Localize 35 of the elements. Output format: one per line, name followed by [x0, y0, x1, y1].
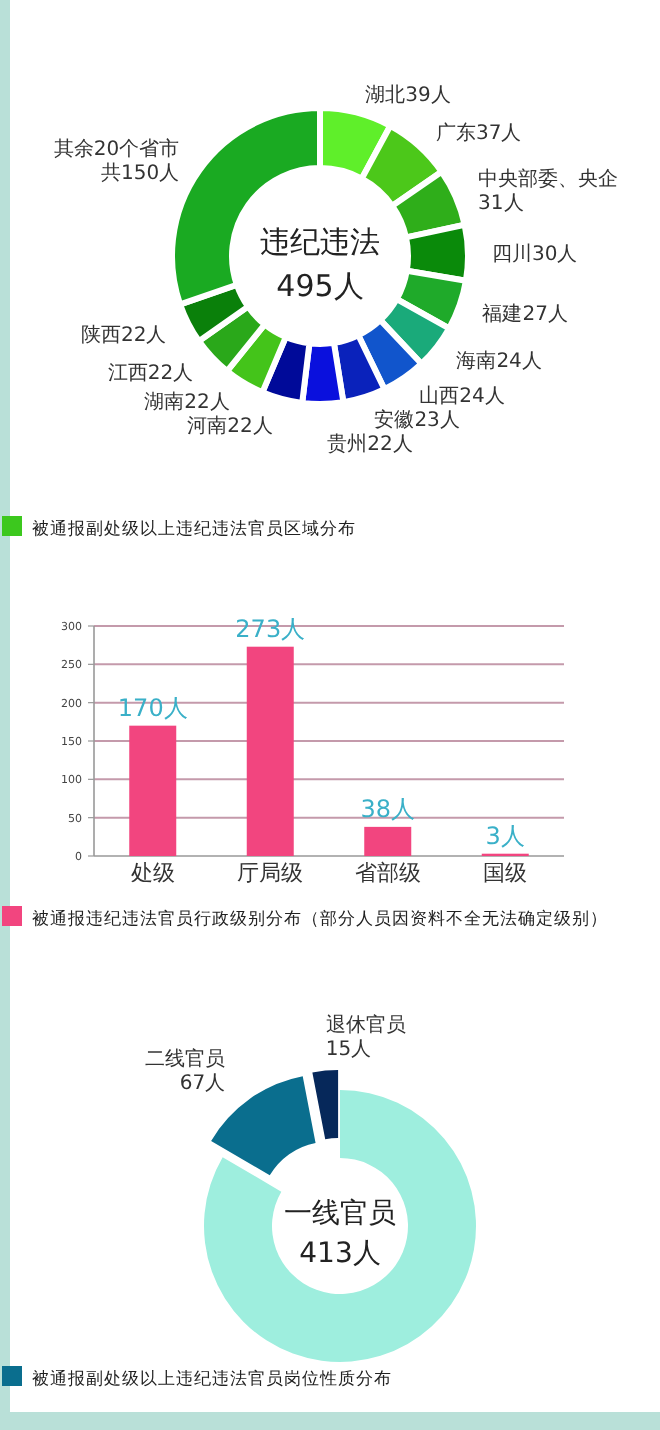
slice-label: 海南24人: [456, 349, 542, 374]
data-label: 273人: [235, 614, 306, 643]
slice-label: 福建27人: [482, 301, 568, 326]
data-label: 67人: [179, 1073, 226, 1096]
data-label: 15人: [325, 1038, 372, 1061]
slice-label: 安徽23人: [374, 408, 460, 433]
slice-label: 一线官员: [284, 1198, 396, 1230]
slice-label: 河南22人: [187, 414, 273, 439]
text: 被通报违纪违法官员行政级别分布（部分人员因资料不全无法确定级别）: [32, 908, 608, 930]
text: 495人: [276, 268, 364, 304]
slice-label: 中央部委、央企: [478, 167, 619, 192]
slice-label: 四川30人: [491, 242, 578, 267]
data-label: 170人: [117, 693, 188, 722]
data-label: 413人: [299, 1238, 381, 1270]
slice-label: 二线官员: [145, 1047, 226, 1072]
text: 被通报副处级以上违纪违法官员区域分布: [32, 518, 356, 540]
slice-label: 湖北39人: [365, 83, 451, 108]
data-label: 3人: [485, 821, 525, 850]
slice-label: 山西24人: [419, 384, 505, 409]
slice-label: 江西22人: [107, 360, 194, 385]
slice-label: 湖南22人: [144, 390, 230, 415]
text: 被通报副处级以上违纪违法官员岗位性质分布: [32, 1368, 392, 1390]
x-tick-label: 省部级: [354, 860, 421, 886]
x-tick-label: 厅局级: [237, 860, 304, 886]
slice-label: 陕西22人: [80, 322, 167, 347]
slice-label: 广东37人: [436, 120, 522, 145]
data-label: 38人: [360, 794, 416, 823]
x-tick-label: 处级: [130, 860, 175, 886]
slice-label: 其余20个省市: [53, 136, 180, 161]
slice-label: 贵州22人: [327, 432, 413, 457]
data-label: 共150人: [100, 160, 180, 185]
data-label: 31人: [478, 193, 524, 216]
text: 违纪违法: [260, 224, 380, 260]
x-tick-label: 国级: [483, 860, 528, 886]
slice-label: 退休官员: [325, 1012, 406, 1037]
